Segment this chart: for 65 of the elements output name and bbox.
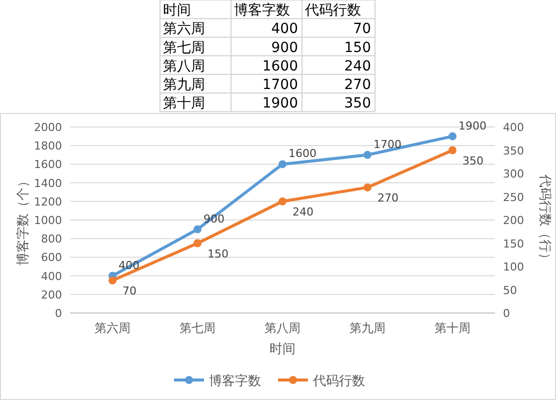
text: 1900 — [262, 96, 298, 112]
y2-tick-label: 200 — [503, 214, 524, 227]
text: 150 — [344, 40, 371, 56]
y2-tick-label: 50 — [503, 284, 517, 297]
data-label: 1700 — [374, 138, 402, 151]
point — [194, 239, 202, 248]
text: 第九周 — [163, 77, 205, 93]
text: 270 — [344, 77, 371, 93]
y2-tick-label: 100 — [503, 260, 524, 274]
point — [278, 160, 286, 168]
y-tick-label: 1800 — [34, 140, 62, 153]
text: 900 — [271, 40, 298, 56]
y2-tick-label: 300 — [503, 168, 524, 180]
point — [364, 150, 372, 159]
point — [278, 197, 286, 206]
y2-axis-title: 代码行数（行） — [537, 174, 552, 266]
legend-label: 博客字数 — [209, 373, 261, 389]
data-label: 270 — [378, 191, 398, 204]
text: 1700 — [262, 77, 298, 93]
text: 240 — [344, 58, 371, 74]
text: 第十周 — [163, 96, 205, 112]
text: 400 — [271, 21, 298, 38]
y-tick-label: 400 — [41, 270, 62, 283]
y2-tick-label: 250 — [503, 190, 524, 204]
y-tick-label: 1000 — [34, 214, 62, 227]
text: 时间 — [163, 2, 191, 19]
point — [194, 225, 202, 234]
y2-tick-label: 350 — [503, 144, 524, 158]
x-tick-label: 第九周 — [350, 321, 386, 335]
data-label: 70 — [122, 284, 136, 298]
y2-tick-label: 400 — [503, 121, 524, 134]
data-label: 150 — [208, 247, 228, 260]
data-label: 240 — [292, 205, 314, 218]
data-label: 1600 — [288, 147, 316, 160]
legend-label: 代码行数 — [312, 374, 365, 389]
text: 第八周 — [163, 58, 205, 74]
y-tick-label: 2000 — [34, 121, 62, 134]
text: 1600 — [262, 58, 298, 74]
text: 350 — [344, 96, 371, 112]
y-axis-title: 博客字数（个） — [15, 174, 31, 266]
x-tick-label: 第十周 — [434, 321, 470, 335]
x-tick-label: 第六周 — [94, 321, 130, 335]
y2-tick-label: 0 — [503, 307, 510, 320]
y-tick-label: 0 — [55, 307, 62, 320]
point — [364, 183, 372, 192]
text: 博客字数 — [234, 2, 290, 19]
y-tick-label: 800 — [41, 232, 62, 246]
x-tick-label: 第七周 — [180, 321, 216, 335]
x-tick-label: 第八周 — [264, 321, 300, 335]
text: 70 — [353, 21, 371, 38]
point — [448, 132, 456, 140]
text: 第七周 — [163, 40, 205, 56]
point — [108, 276, 116, 284]
text: 代码行数 — [304, 2, 361, 19]
text: 第六周 — [163, 21, 205, 38]
data-label: 350 — [462, 154, 484, 168]
y-tick-label: 1200 — [34, 195, 62, 208]
y-tick-label: 600 — [41, 251, 62, 264]
y-tick-label: 1400 — [34, 176, 62, 190]
y2-tick-label: 150 — [503, 237, 524, 250]
point — [448, 146, 456, 154]
x-axis-title: 时间 — [270, 342, 296, 357]
y-tick-label: 1600 — [34, 158, 62, 172]
y-tick-label: 200 — [41, 288, 62, 302]
data-label: 1900 — [458, 119, 486, 132]
